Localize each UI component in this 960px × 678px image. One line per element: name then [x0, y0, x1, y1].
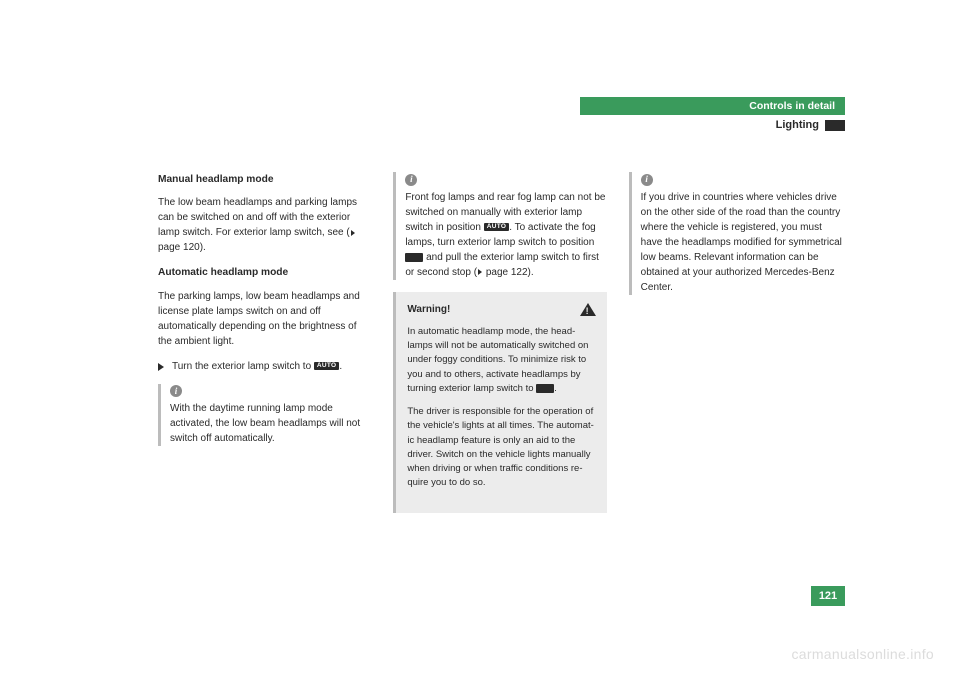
info-text: Front fog lamps and rear fog lamp can no…	[405, 190, 606, 280]
warning-box: Warning! In automatic headlamp mode, the…	[393, 292, 606, 513]
instruction-step: Turn the exterior lamp switch to AUTO.	[158, 359, 371, 374]
auto-badge-icon: AUTO	[314, 362, 340, 371]
info-note-daytime: i With the daytime running lamp mode act…	[158, 384, 371, 447]
warning-para-2: The driver is responsible for the operat…	[407, 405, 595, 491]
reference-triangle-icon	[351, 230, 355, 236]
reference-triangle-icon	[478, 269, 482, 275]
chapter-bar: Controls in detail	[580, 97, 845, 115]
step-bullet-icon	[158, 363, 164, 371]
text: page 120).	[158, 242, 206, 253]
content-columns: Manual headlamp mode The low beam headla…	[158, 172, 842, 513]
page-number: 121	[819, 590, 837, 602]
column-2: i Front fog lamps and rear fog lamp can …	[393, 172, 606, 513]
warning-para-1: In automatic headlamp mode, the head­lam…	[407, 325, 595, 396]
watermark-text: carmanualsonline.info	[792, 646, 935, 662]
text: .	[339, 361, 342, 372]
step-text: Turn the exterior lamp switch to AUTO.	[172, 359, 342, 374]
warning-triangle-icon	[580, 303, 596, 316]
auto-badge-icon: AUTO	[484, 223, 510, 232]
warning-header: Warning!	[407, 302, 595, 317]
heading-auto-mode: Automatic headlamp mode	[158, 265, 371, 280]
info-icon: i	[641, 174, 653, 186]
text: The low beam headlamps and parking lamps…	[158, 197, 357, 238]
column-1: Manual headlamp mode The low beam headla…	[158, 172, 371, 513]
chapter-title: Controls in detail	[749, 100, 835, 112]
column-3: i If you drive in countries where vehicl…	[629, 172, 842, 513]
info-note-countries: i If you drive in countries where vehicl…	[629, 172, 842, 295]
section-marker	[825, 120, 845, 131]
para-manual-mode: The low beam headlamps and parking lamps…	[158, 195, 371, 255]
info-icon: i	[170, 385, 182, 397]
info-note-foglamps: i Front fog lamps and rear fog lamp can …	[393, 172, 606, 280]
lamp-position-icon	[536, 384, 554, 393]
page-number-badge: 121	[811, 586, 845, 606]
text: Turn the exterior lamp switch to	[172, 361, 314, 372]
lamp-position-icon	[405, 253, 423, 262]
warning-title: Warning!	[407, 302, 450, 317]
section-header: Lighting	[776, 119, 845, 131]
para-auto-mode: The parking lamps, low beam headlamps an…	[158, 289, 371, 349]
info-text: With the daytime running lamp mode activ…	[170, 401, 371, 446]
text: page 122).	[483, 267, 534, 278]
text: .	[554, 383, 557, 394]
manual-page: Controls in detail Lighting Manual headl…	[0, 0, 960, 678]
info-text: If you drive in countries where vehicles…	[641, 190, 842, 295]
info-icon: i	[405, 174, 417, 186]
section-title: Lighting	[776, 119, 819, 131]
text: In automatic headlamp mode, the head­lam…	[407, 326, 588, 394]
heading-manual-mode: Manual headlamp mode	[158, 172, 371, 187]
